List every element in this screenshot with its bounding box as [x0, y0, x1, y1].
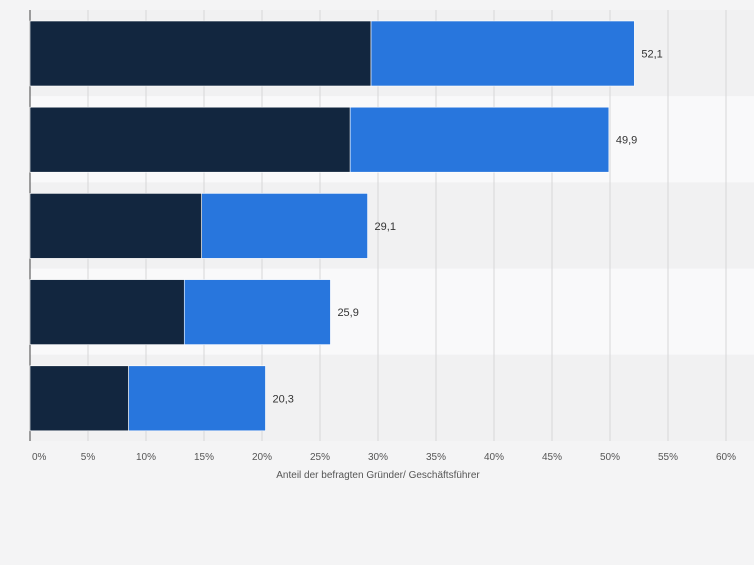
- data-label: 25,9: [337, 307, 358, 319]
- x-axis-title: Anteil der befragten Gründer/ Geschäftsf…: [276, 470, 480, 481]
- x-tick-label: 35%: [426, 452, 446, 463]
- bar-segment: [349, 106, 610, 173]
- bar-segment: [29, 365, 129, 432]
- data-label: 52,1: [641, 49, 662, 61]
- bar-segment: [29, 106, 351, 173]
- x-tick-label: 60%: [716, 452, 736, 463]
- x-tick-label: 30%: [368, 452, 388, 463]
- x-tick-label: 55%: [658, 452, 678, 463]
- x-tick-label: 10%: [136, 452, 156, 463]
- bar-segment: [29, 279, 185, 345]
- bar-segment: [29, 20, 372, 87]
- x-tick-label: 5%: [81, 452, 96, 463]
- x-tick-label: 20%: [252, 452, 272, 463]
- x-tick-label: 45%: [542, 452, 562, 463]
- x-tick-label: 25%: [310, 452, 330, 463]
- bar-segment: [29, 193, 202, 259]
- x-tick-label: 50%: [600, 452, 620, 463]
- data-label: 49,9: [616, 135, 637, 147]
- x-tick-label: 15%: [194, 452, 214, 463]
- x-tick-label: 0%: [32, 452, 47, 463]
- bar-segment: [128, 365, 266, 432]
- bar-segment: [370, 20, 635, 87]
- bar-segment: [201, 193, 368, 259]
- data-label: 29,1: [375, 221, 396, 233]
- bar-segment: [183, 279, 331, 345]
- data-label: 20,3: [272, 393, 293, 405]
- x-tick-label: 40%: [484, 452, 504, 463]
